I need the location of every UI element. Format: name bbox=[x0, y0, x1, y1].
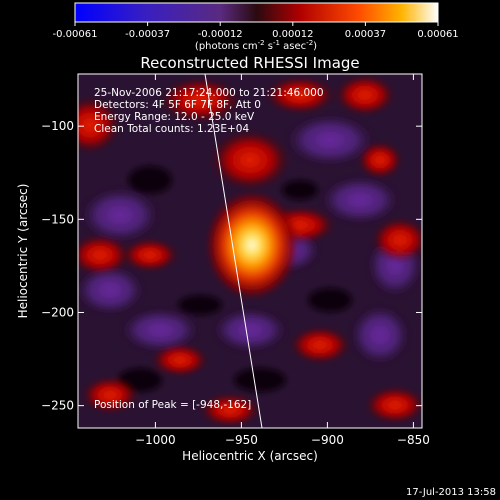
info-block: 25-Nov-2006 21:17:24.000 to 21:21:46.000… bbox=[94, 87, 324, 135]
y-tick-label: −200 bbox=[41, 305, 74, 319]
y-tick-label: −250 bbox=[41, 399, 74, 413]
colorbar-tick-label: 0.00037 bbox=[345, 29, 386, 40]
colorbar-gradient bbox=[74, 2, 439, 23]
image-area bbox=[78, 74, 422, 428]
plot-frame bbox=[77, 73, 423, 429]
y-axis-label: Heliocentric Y (arcsec) bbox=[16, 184, 30, 319]
colorbar-tick-label: -0.00061 bbox=[53, 29, 98, 40]
y-tick-label: −100 bbox=[41, 119, 74, 133]
colorbar-tick-label: -0.00037 bbox=[125, 29, 170, 40]
x-axis-ticks: −1000 −950 −900 −850 bbox=[135, 74, 430, 447]
colorbar-tick-label: 0.00061 bbox=[417, 29, 458, 40]
x-tick-label: −950 bbox=[225, 433, 258, 447]
peak-position-label: Position of Peak = [-948,-162] bbox=[94, 399, 251, 411]
solar-limb-line bbox=[204, 74, 263, 428]
colorbar-unit-label: (photons cm-2 s-1 asec-2) bbox=[195, 39, 317, 52]
colorbar-tick-label: 0.00012 bbox=[272, 29, 313, 40]
peak-source bbox=[206, 191, 298, 299]
x-tick-label: −1000 bbox=[135, 433, 176, 447]
timestamp: 17-Jul-2013 13:58 bbox=[406, 487, 496, 498]
y-axis-ticks: −100 −150 −200 −250 bbox=[41, 119, 422, 413]
info-energy-range: Energy Range: 12.0 - 25.0 keV bbox=[94, 111, 255, 123]
info-detectors: Detectors: 4F 5F 6F 7F 8F, Att 0 bbox=[94, 99, 261, 111]
x-tick-label: −900 bbox=[311, 433, 344, 447]
colorbar: -0.00061 -0.00037 -0.00012 0.00012 0.00037 0.… bbox=[53, 2, 459, 52]
info-time-range: 25-Nov-2006 21:17:24.000 to 21:21:46.000 bbox=[94, 87, 324, 99]
colorbar-tick-label: -0.00012 bbox=[198, 29, 243, 40]
plot-title: Reconstructed RHESSI Image bbox=[140, 54, 359, 72]
y-tick-label: −150 bbox=[41, 212, 74, 226]
colorbar-ticks: -0.00061 -0.00037 -0.00012 0.00012 0.00037 0.… bbox=[53, 22, 459, 40]
x-axis-label: Heliocentric X (arcsec) bbox=[182, 449, 318, 463]
info-clean-counts: Clean Total counts: 1.23E+04 bbox=[94, 123, 249, 135]
x-tick-label: −850 bbox=[397, 433, 430, 447]
